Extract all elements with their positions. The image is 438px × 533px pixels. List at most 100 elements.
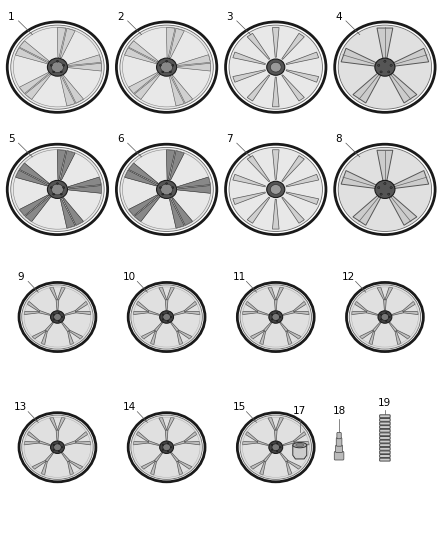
Polygon shape	[352, 311, 367, 314]
Polygon shape	[293, 301, 306, 312]
Polygon shape	[177, 461, 183, 475]
Polygon shape	[60, 199, 75, 228]
Polygon shape	[396, 330, 410, 339]
Ellipse shape	[162, 319, 164, 320]
Polygon shape	[172, 198, 193, 225]
Ellipse shape	[384, 182, 386, 184]
Ellipse shape	[293, 442, 307, 448]
Ellipse shape	[58, 312, 60, 314]
Polygon shape	[366, 311, 378, 316]
Polygon shape	[174, 311, 185, 316]
Ellipse shape	[162, 444, 164, 446]
Ellipse shape	[276, 312, 278, 314]
Text: 8: 8	[335, 134, 342, 144]
Polygon shape	[403, 311, 418, 314]
Polygon shape	[128, 72, 158, 94]
Ellipse shape	[385, 320, 387, 321]
Ellipse shape	[53, 193, 55, 195]
Text: 13: 13	[14, 402, 27, 413]
Ellipse shape	[381, 319, 382, 320]
Ellipse shape	[381, 314, 382, 315]
Polygon shape	[69, 330, 83, 339]
Polygon shape	[275, 430, 277, 440]
Polygon shape	[25, 197, 51, 222]
Polygon shape	[172, 75, 193, 103]
Polygon shape	[128, 41, 158, 62]
Ellipse shape	[339, 148, 431, 231]
Ellipse shape	[339, 26, 431, 109]
Ellipse shape	[53, 314, 54, 315]
Text: 6: 6	[117, 134, 124, 144]
Text: 5: 5	[8, 134, 14, 144]
Polygon shape	[68, 177, 101, 188]
Ellipse shape	[384, 60, 386, 62]
Polygon shape	[260, 331, 265, 345]
Ellipse shape	[163, 444, 170, 451]
Polygon shape	[283, 441, 294, 446]
Polygon shape	[286, 192, 319, 205]
Ellipse shape	[270, 62, 281, 72]
FancyBboxPatch shape	[380, 451, 390, 454]
Ellipse shape	[276, 442, 278, 444]
Polygon shape	[141, 461, 155, 469]
FancyBboxPatch shape	[380, 447, 390, 450]
Polygon shape	[166, 150, 175, 180]
Ellipse shape	[276, 320, 278, 321]
Polygon shape	[151, 331, 156, 345]
Polygon shape	[177, 177, 211, 188]
Polygon shape	[294, 311, 309, 314]
Ellipse shape	[378, 187, 380, 189]
Ellipse shape	[380, 71, 382, 73]
Polygon shape	[32, 461, 46, 469]
Polygon shape	[185, 442, 200, 445]
Ellipse shape	[271, 314, 273, 315]
Polygon shape	[64, 441, 76, 446]
Polygon shape	[246, 432, 258, 442]
Text: 9: 9	[18, 272, 24, 282]
Polygon shape	[178, 330, 192, 339]
Polygon shape	[134, 74, 160, 100]
Polygon shape	[68, 185, 102, 193]
Polygon shape	[166, 287, 174, 300]
Polygon shape	[272, 77, 279, 107]
Polygon shape	[128, 163, 158, 184]
Polygon shape	[159, 417, 166, 430]
Ellipse shape	[272, 313, 279, 320]
Ellipse shape	[272, 444, 279, 451]
Polygon shape	[389, 195, 417, 225]
Ellipse shape	[60, 193, 62, 195]
Polygon shape	[24, 311, 39, 314]
Polygon shape	[170, 199, 184, 228]
Polygon shape	[263, 453, 272, 462]
FancyBboxPatch shape	[337, 432, 341, 439]
FancyBboxPatch shape	[380, 455, 390, 457]
Ellipse shape	[53, 319, 54, 320]
Polygon shape	[377, 28, 393, 59]
Ellipse shape	[170, 447, 172, 448]
Polygon shape	[268, 287, 276, 300]
Polygon shape	[41, 331, 47, 345]
Polygon shape	[395, 331, 401, 345]
Ellipse shape	[271, 319, 273, 320]
Polygon shape	[272, 28, 279, 57]
Ellipse shape	[172, 64, 174, 66]
Polygon shape	[257, 441, 268, 446]
Polygon shape	[76, 311, 91, 314]
Polygon shape	[280, 322, 288, 332]
Ellipse shape	[58, 442, 60, 444]
Polygon shape	[136, 301, 149, 312]
Polygon shape	[25, 74, 51, 100]
Polygon shape	[64, 311, 76, 316]
Polygon shape	[178, 63, 211, 71]
Ellipse shape	[162, 449, 164, 450]
Text: 10: 10	[124, 272, 136, 282]
Polygon shape	[243, 311, 258, 314]
Polygon shape	[76, 442, 91, 445]
Polygon shape	[286, 174, 319, 187]
Polygon shape	[389, 72, 417, 103]
Polygon shape	[60, 76, 75, 106]
Polygon shape	[60, 28, 75, 58]
Ellipse shape	[271, 444, 273, 446]
Ellipse shape	[267, 181, 285, 198]
Ellipse shape	[240, 285, 311, 349]
